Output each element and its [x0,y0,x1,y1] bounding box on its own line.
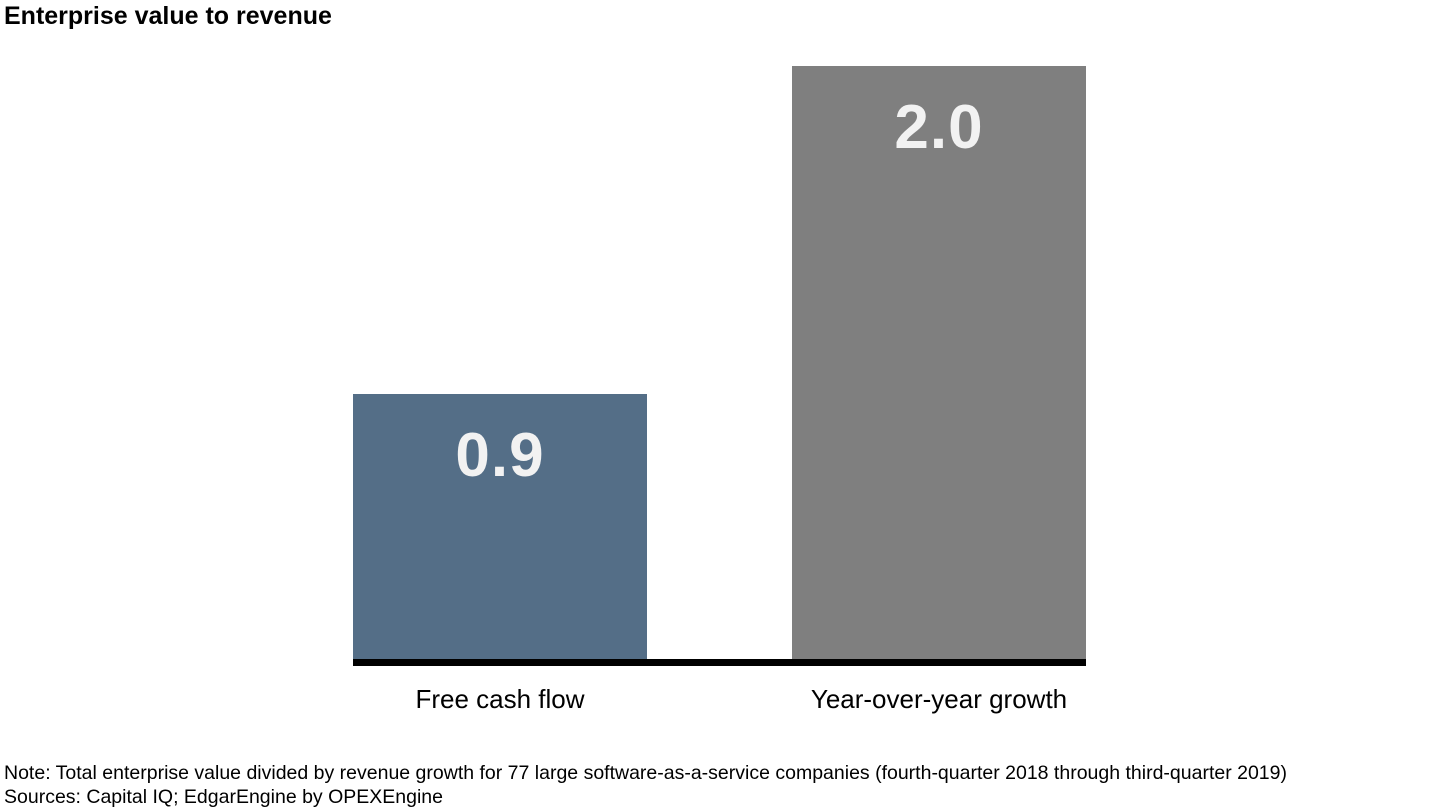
category-label-year-over-year-growth: Year-over-year growth [810,684,1068,714]
footnotes: Note: Total enterprise value divided by … [4,761,1287,809]
x-axis-line [353,659,1086,666]
note-text: Note: Total enterprise value divided by … [4,762,1287,784]
bar-free-cash-flow: 0.9 [353,394,647,662]
bar-value-label-free-cash-flow: 0.9 [455,421,545,490]
category-label-free-cash-flow: Free cash flow [415,684,585,714]
chart-title: Enterprise value to revenue [4,2,332,30]
bar-value-label-year-over-year-growth: 2.0 [894,93,984,162]
bar-year-over-year-growth: 2.0 [792,66,1086,662]
sources-text: Sources: Capital IQ; EdgarEngine by OPEX… [4,786,443,808]
